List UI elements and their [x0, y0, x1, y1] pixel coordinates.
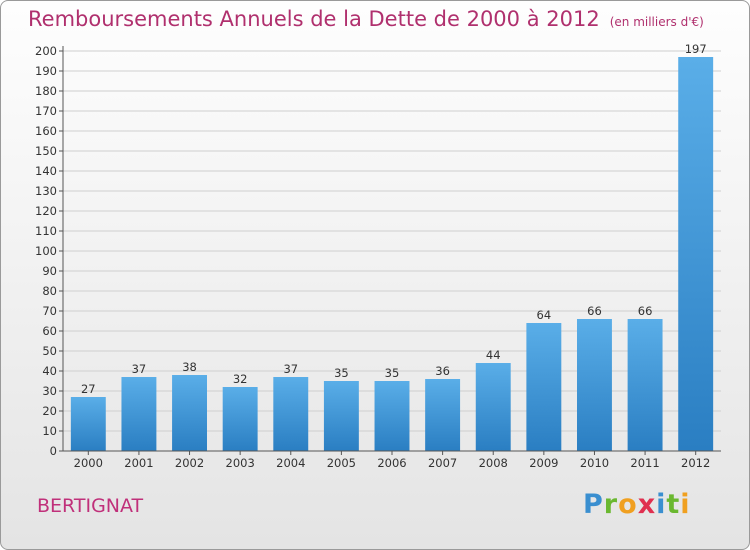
- bar-2011: [627, 319, 663, 451]
- x-tick-label: 2003: [226, 456, 255, 470]
- y-tick-label: 50: [42, 344, 57, 358]
- chart-title: Remboursements Annuels de la Dette de 20…: [28, 7, 704, 31]
- bar-2003: [222, 387, 258, 451]
- y-tick-label: 200: [35, 44, 57, 58]
- y-tick-label: 40: [42, 364, 57, 378]
- data-label: 37: [283, 362, 298, 376]
- y-tick-label: 90: [42, 264, 57, 278]
- y-tick-label: 120: [35, 204, 57, 218]
- commune-name: BERTIGNAT: [37, 495, 144, 517]
- y-tick-label: 70: [42, 304, 57, 318]
- y-tick-label: 0: [50, 444, 57, 458]
- x-tick-label: 2005: [327, 456, 356, 470]
- data-label: 44: [486, 348, 501, 362]
- x-tick-label: 2011: [630, 456, 659, 470]
- y-tick-label: 130: [35, 184, 57, 198]
- y-tick-label: 140: [35, 164, 57, 178]
- data-label: 32: [233, 372, 248, 386]
- x-tick-label: 2006: [377, 456, 406, 470]
- y-tick-label: 190: [35, 64, 57, 78]
- bar-2009: [526, 323, 562, 451]
- x-tick-label: 2009: [529, 456, 558, 470]
- y-tick-label: 20: [42, 404, 57, 418]
- y-tick-label: 110: [35, 224, 57, 238]
- chart-subtitle: (en milliers d'€): [609, 15, 704, 29]
- bars: 27 37 38 32 37 35 35 36 44 64 66 66 197: [70, 42, 714, 451]
- data-label: 66: [587, 304, 602, 318]
- x-tick-label: 2002: [175, 456, 204, 470]
- data-label: 38: [182, 360, 197, 374]
- x-tick-label: 2012: [681, 456, 710, 470]
- bar-2006: [374, 381, 410, 451]
- y-tick-label: 80: [42, 284, 57, 298]
- bar-2005: [323, 381, 359, 451]
- y-tick-label: 30: [42, 384, 57, 398]
- x-tick-label: 2007: [428, 456, 457, 470]
- x-tick-label: 2000: [74, 456, 103, 470]
- bar-2010: [576, 319, 612, 451]
- y-tick-label: 10: [42, 424, 57, 438]
- axes: 0 10 20 30 40 50 60 70 80 90 100 110 120 130 140 150 160…: [35, 44, 721, 470]
- data-label: 35: [334, 366, 349, 380]
- proxiti-logo[interactable]: Proxiti: [583, 489, 691, 520]
- bar-2000: [70, 397, 106, 451]
- bar-2002: [172, 375, 208, 451]
- data-label: 35: [385, 366, 400, 380]
- y-tick-label: 170: [35, 104, 57, 118]
- data-label: 197: [685, 42, 707, 56]
- data-label: 27: [81, 382, 96, 396]
- x-tick-label: 2008: [479, 456, 508, 470]
- bar-2004: [273, 377, 309, 451]
- bar-2001: [121, 377, 157, 451]
- x-tick-label: 2004: [276, 456, 305, 470]
- x-tick-label: 2001: [124, 456, 153, 470]
- data-label: 66: [638, 304, 653, 318]
- y-tick-label: 160: [35, 124, 57, 138]
- data-label: 36: [435, 364, 450, 378]
- data-label: 37: [132, 362, 147, 376]
- data-label: 64: [537, 308, 552, 322]
- bar-2012: [678, 57, 714, 451]
- bar-2007: [425, 379, 461, 451]
- y-tick-label: 100: [35, 244, 57, 258]
- x-tick-label: 2010: [580, 456, 609, 470]
- y-tick-label: 60: [42, 324, 57, 338]
- bar-chart: 27 37 38 32 37 35 35 36 44 64 66 66 197 0 10 20 30 40 50 6…: [35, 42, 721, 470]
- y-tick-label: 150: [35, 144, 57, 158]
- y-tick-label: 180: [35, 84, 57, 98]
- bar-2008: [475, 363, 511, 451]
